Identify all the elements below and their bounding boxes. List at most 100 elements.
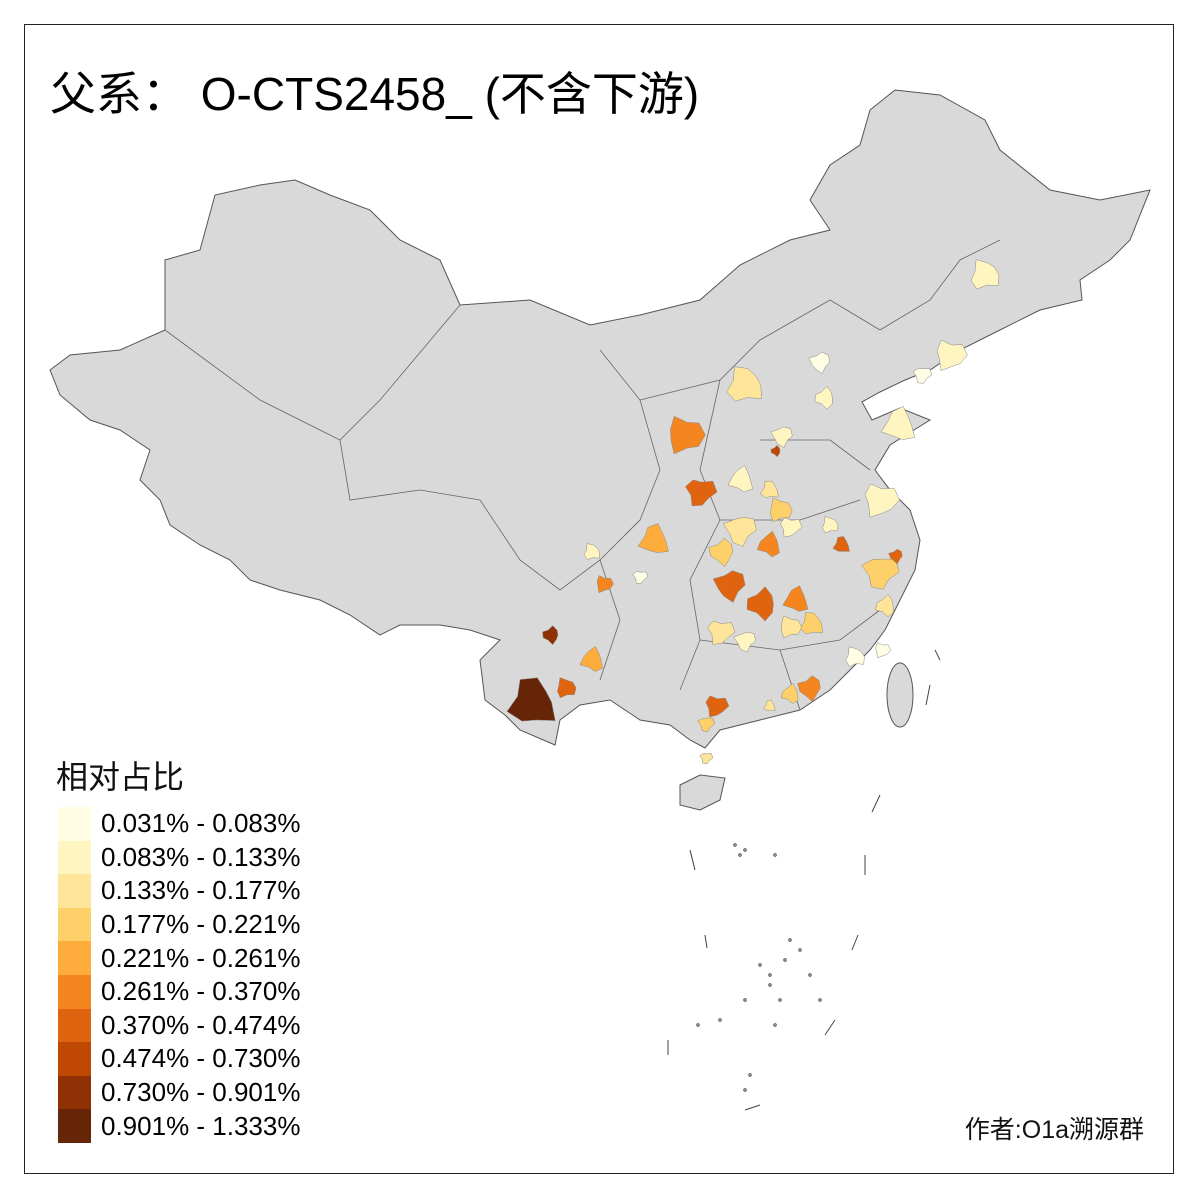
legend-swatch [58, 974, 91, 1009]
boundary-dash [744, 1104, 761, 1111]
shaded-region [759, 480, 779, 498]
legend-item: 0.901% - 1.333% [58, 1109, 300, 1143]
hainan [679, 774, 726, 811]
shaded-region [542, 625, 559, 646]
legend-label: 0.261% - 0.370% [101, 976, 301, 1007]
author-credit: 作者:O1a溯源群 [964, 1116, 1144, 1144]
island [743, 848, 747, 852]
island [718, 1018, 722, 1022]
shaded-region [746, 586, 774, 622]
shaded-region [727, 465, 753, 493]
legend-item: 0.474% - 0.730% [58, 1042, 300, 1076]
legend-label: 0.083% - 0.133% [101, 841, 301, 872]
legend-label: 0.370% - 0.474% [101, 1009, 301, 1040]
legend-label: 0.177% - 0.221% [101, 909, 301, 940]
taiwan [886, 662, 914, 728]
shaded-region [708, 538, 733, 568]
island [743, 1088, 747, 1092]
island [773, 1023, 777, 1027]
legend-item: 0.031% - 0.083% [58, 807, 300, 841]
shaded-region [799, 612, 823, 635]
shaded-region [782, 585, 809, 612]
shaded-region [670, 415, 706, 455]
boundary-dash [689, 849, 696, 871]
shaded-region [557, 677, 577, 699]
boundary-dash [851, 934, 859, 951]
shaded-region [632, 571, 649, 584]
legend-item: 0.370% - 0.474% [58, 1008, 301, 1043]
legend-swatch [58, 840, 91, 875]
shaded-region [506, 677, 556, 722]
figure-frame [24, 24, 1174, 1174]
shaded-region [845, 646, 865, 667]
shaded-region [707, 620, 736, 645]
shaded-region [875, 593, 894, 618]
legend-label: 0.901% - 1.333% [101, 1110, 301, 1141]
boundary-dash [925, 684, 931, 706]
shaded-region [685, 479, 718, 507]
shaded-region [770, 426, 793, 448]
shaded-region [936, 339, 968, 371]
legend-swatch [58, 1109, 91, 1143]
island [748, 1073, 752, 1077]
legend-item: 0.177% - 0.221% [58, 907, 301, 942]
shaded-region [770, 444, 781, 458]
shaded-region [797, 675, 821, 703]
legend-item: 0.221% - 0.261% [58, 941, 300, 975]
island [738, 853, 742, 857]
island [733, 843, 737, 847]
legend-item: 0.083% - 0.133% [58, 840, 301, 875]
island [783, 958, 787, 962]
shaded-region [912, 368, 933, 384]
shaded-region [583, 543, 600, 560]
shaded-region [763, 699, 776, 711]
legend-swatch [58, 1042, 91, 1076]
shaded-region [637, 523, 669, 553]
island [696, 1023, 700, 1027]
legend-swatch [58, 807, 91, 841]
shaded-region [808, 351, 830, 375]
shaded-regions [506, 259, 1000, 765]
legend-item: 0.133% - 0.177% [58, 874, 300, 908]
legend-swatch [58, 941, 91, 975]
province-borders [164, 239, 1001, 711]
legend-swatch [58, 1008, 91, 1043]
island [768, 973, 772, 977]
island [758, 963, 762, 967]
shaded-region [880, 405, 916, 440]
legend-item: 0.730% - 0.901% [58, 1075, 301, 1110]
shaded-region [726, 366, 762, 402]
legend-swatch [58, 907, 91, 942]
island [778, 998, 782, 1002]
shaded-region [832, 536, 850, 552]
legend-label: 0.730% - 0.901% [101, 1077, 301, 1108]
boundary-dash [871, 794, 881, 813]
legend-label: 0.221% - 0.261% [101, 942, 301, 973]
shaded-region [970, 259, 1000, 290]
legend-swatch [58, 1075, 91, 1110]
legend: 0.031% - 0.083% 0.083% - 0.133% 0.133% - 0… [58, 807, 300, 1143]
shaded-region [822, 516, 839, 534]
shaded-region [780, 682, 799, 704]
shaded-region [875, 642, 891, 659]
island [788, 938, 792, 942]
legend-label: 0.031% - 0.083% [101, 808, 301, 839]
shaded-region [756, 530, 780, 558]
shaded-region [596, 575, 614, 594]
shaded-region [861, 558, 900, 590]
island [743, 998, 747, 1002]
shaded-region [722, 517, 757, 547]
china-outline [49, 89, 1151, 749]
legend-item: 0.261% - 0.370% [58, 974, 301, 1009]
map-title: 父系： O-CTS2458_ (不含下游) [50, 68, 700, 120]
shaded-region [814, 385, 833, 410]
legend-swatch [58, 874, 91, 908]
island [818, 998, 822, 1002]
boundary-dash [824, 1019, 836, 1036]
legend-title: 相对占比 [56, 758, 185, 796]
shaded-region [699, 753, 714, 765]
boundary-dash [704, 934, 708, 949]
shaded-region [697, 717, 715, 733]
